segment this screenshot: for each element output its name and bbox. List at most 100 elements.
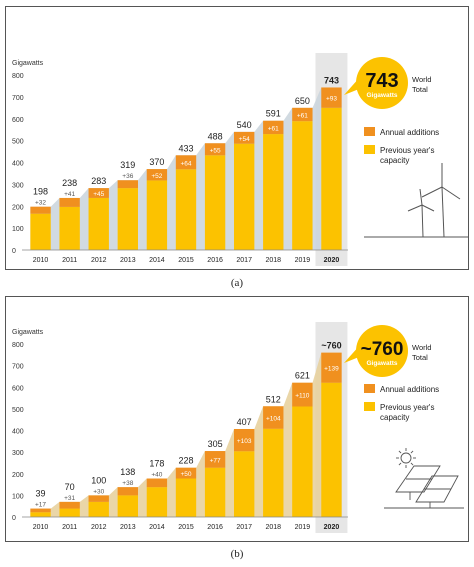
caption-b: (b) [230,548,244,560]
x-tick-label: 2015 [178,524,194,531]
x-tick-label: 2014 [149,257,165,264]
x-tick-label: 2014 [149,524,165,531]
total-label-2014: 370 [149,157,164,167]
bar-addition-2012 [88,188,109,198]
bar-previous-2019 [292,121,313,250]
callout-value: 743 [365,70,398,92]
addition-label-2016: +55 [210,147,221,154]
y-axis-title: Gigawatts [12,329,44,336]
addition-label-2015: +64 [180,160,191,167]
x-tick-label: 2011 [62,524,77,531]
sun-ray [398,462,402,466]
total-label-2019: 621 [295,371,310,381]
x-tick-label: 2013 [120,257,136,264]
y-tick-label: 400 [12,429,24,436]
bar-addition-2016 [204,143,226,156]
bar-previous-2018 [263,134,284,250]
legend-label-previous-line1: Previous year's [380,403,434,412]
legend-label-previous-line1: Previous year's [380,146,434,155]
callout-bubble [356,57,408,109]
total-label-2012: 100 [91,475,106,485]
addition-label-2019: +61 [297,112,308,119]
x-tick-label: 2015 [178,257,194,264]
turbine-tower [421,204,424,238]
sun-ray [398,450,402,454]
total-label-2010: 39 [36,489,46,499]
x-tick-label: 2018 [265,257,281,264]
total-label-2016: 305 [208,439,223,449]
addition-label-2014: +40 [151,472,162,479]
addition-label-2016: +77 [210,457,221,464]
bar-previous-2010 [30,213,51,250]
legend-swatch-previous [364,145,375,154]
x-tick-label: 2016 [207,524,223,531]
bar-addition-2018 [263,120,284,135]
bar-previous-2011 [59,508,80,517]
x-tick-label: 2011 [62,257,77,264]
total-label-2017: 540 [237,120,252,130]
wind-turbine-icon [364,163,468,238]
wind-capacity-chart: 0 100 200 300 400 500 600 700 800 Gigawatts +32 198… [5,6,469,270]
turbine-blade [441,186,461,200]
world-total-label-line1: World [412,75,431,84]
total-label-2011: 238 [62,178,77,188]
callout-value: ~760 [361,339,404,360]
total-label-2014: 178 [149,459,164,469]
bar-addition-2014 [146,169,168,181]
legend-label-previous-line2: capacity [380,156,409,165]
addition-label-2018: +61 [268,125,279,132]
x-tick-label: 2017 [236,524,252,531]
y-tick-label: 100 [12,226,24,233]
bar-addition-2020 [321,87,342,108]
callout-pointer [344,345,360,363]
total-label-2020: ~760 [321,341,341,351]
addition-label-2018: +104 [266,416,281,423]
callout-unit: Gigawatts [366,360,397,367]
y-axis-title: Gigawatts [12,60,44,67]
y-tick-label: 600 [12,117,24,124]
wind-chart-svg: 0 100 200 300 400 500 600 700 800 Gigawatts +32 198… [12,53,468,266]
addition-label-2011: +31 [64,495,75,502]
y-tick-label: 600 [12,385,24,392]
bar-addition-2017 [234,131,255,144]
addition-label-2015: +50 [180,471,191,478]
bar-addition-2012 [88,495,109,502]
addition-label-2020: +93 [326,96,337,103]
total-label-2018: 591 [266,109,281,119]
bar-previous-2020 [321,382,342,517]
x-tick-label: 2012 [91,524,107,531]
x-tick-label: 2016 [207,257,223,264]
x-tick-label: 2020 [324,524,340,531]
bar-previous-2019 [292,406,313,517]
bar-addition-2015 [175,155,197,170]
bar-previous-2012 [88,197,109,250]
callout-bubble [356,325,408,377]
total-label-2013: 138 [120,467,135,477]
world-total-label-line2: Total [412,85,428,94]
legend-swatch-additions [364,384,375,393]
addition-label-2017: +54 [239,136,250,143]
callout-unit: Gigawatts [366,92,397,99]
y-tick-label: 400 [12,161,24,168]
turbine-blade [421,186,443,198]
bar-previous-2020 [321,107,342,250]
bar-addition-2020 [321,352,342,383]
bar-addition-2015 [175,467,197,479]
total-label-2020: 743 [324,75,339,85]
y-tick-label: 0 [12,515,16,522]
addition-label-2013: +38 [122,480,133,487]
solar-capacity-chart: 0 100 200 300 400 500 600 700 800 Gigawatts +17 39 2… [5,296,469,542]
solar-panel [415,475,459,503]
total-label-2015: 433 [178,143,193,153]
bar-previous-2016 [204,467,226,517]
bar-previous-2012 [88,501,109,517]
bar-previous-2011 [59,206,80,250]
bar-previous-2014 [146,180,168,250]
y-tick-label: 700 [12,95,24,102]
bar-addition-2018 [263,406,284,429]
bar-addition-2019 [292,382,313,407]
bar-addition-2013 [117,487,138,496]
bar-addition-2010 [30,508,51,513]
y-tick-label: 800 [12,73,24,80]
sun-icon [400,452,412,464]
